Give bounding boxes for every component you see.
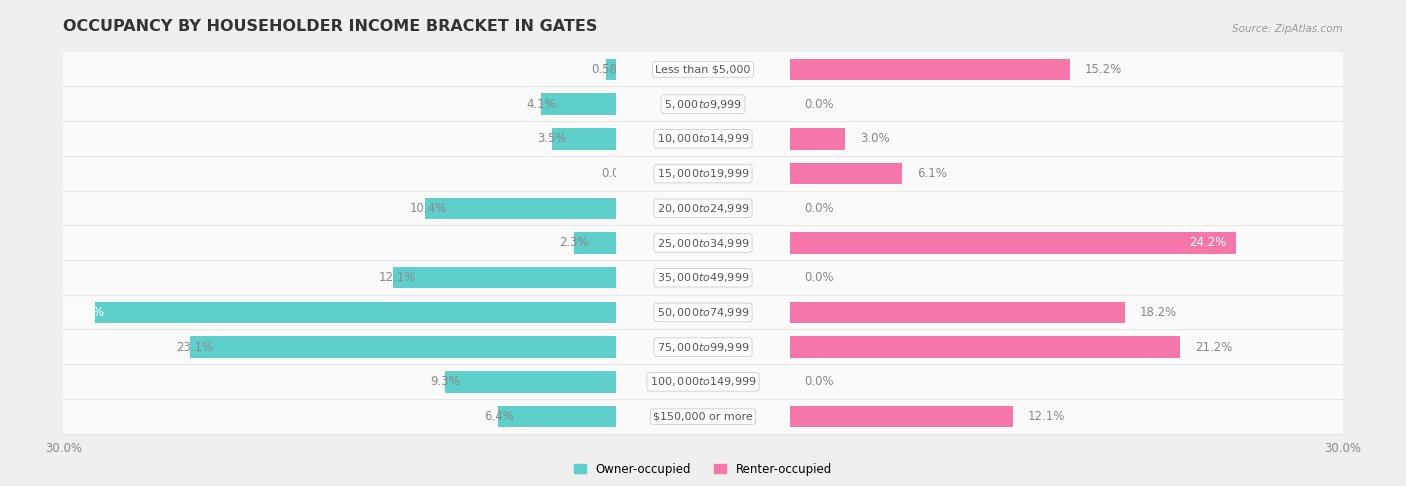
Text: 9.3%: 9.3% (430, 375, 460, 388)
Bar (498, 406, 616, 427)
Bar (790, 330, 1343, 364)
Text: 3.5%: 3.5% (537, 132, 567, 145)
Text: 6.4%: 6.4% (484, 410, 513, 423)
Text: 4.1%: 4.1% (526, 98, 555, 111)
Bar (790, 232, 1236, 254)
Text: 0.0%: 0.0% (804, 202, 834, 215)
Text: 0.58%: 0.58% (591, 63, 628, 76)
Bar (63, 87, 616, 121)
Text: 3.0%: 3.0% (859, 132, 890, 145)
Bar (63, 399, 616, 434)
Bar (616, 52, 790, 87)
Bar (63, 365, 616, 399)
Bar (616, 399, 790, 434)
Bar (790, 122, 1343, 156)
Text: 0.0%: 0.0% (804, 98, 834, 111)
Bar (616, 260, 790, 295)
Bar (616, 191, 790, 226)
Bar (63, 122, 616, 156)
Text: $75,000 to $99,999: $75,000 to $99,999 (657, 341, 749, 354)
Bar (790, 406, 1012, 427)
Text: 21.2%: 21.2% (1195, 341, 1233, 354)
Bar (616, 87, 790, 121)
Bar (790, 163, 903, 184)
Bar (63, 191, 616, 226)
Bar (616, 122, 790, 156)
Text: 12.1%: 12.1% (1028, 410, 1064, 423)
Text: 0.0%: 0.0% (602, 167, 631, 180)
Bar (63, 260, 616, 295)
Legend: Owner-occupied, Renter-occupied: Owner-occupied, Renter-occupied (574, 463, 832, 476)
Bar (63, 226, 616, 260)
Bar (790, 59, 1070, 80)
Text: $5,000 to $9,999: $5,000 to $9,999 (664, 98, 742, 111)
Text: 0.0%: 0.0% (804, 375, 834, 388)
Bar (541, 93, 616, 115)
Bar (551, 128, 616, 150)
Bar (63, 295, 616, 330)
Bar (606, 59, 616, 80)
Text: $10,000 to $14,999: $10,000 to $14,999 (657, 132, 749, 145)
Text: 15.2%: 15.2% (1084, 63, 1122, 76)
Text: 24.2%: 24.2% (1189, 237, 1226, 249)
Bar (616, 226, 790, 260)
Bar (790, 295, 1343, 330)
Bar (790, 191, 1343, 226)
Bar (190, 336, 616, 358)
Text: 12.1%: 12.1% (378, 271, 416, 284)
Bar (790, 87, 1343, 121)
Bar (790, 156, 1343, 191)
Text: $150,000 or more: $150,000 or more (654, 412, 752, 421)
Text: $15,000 to $19,999: $15,000 to $19,999 (657, 167, 749, 180)
Bar (616, 365, 790, 399)
Text: 23.1%: 23.1% (176, 341, 212, 354)
Bar (790, 128, 845, 150)
Text: 6.1%: 6.1% (917, 167, 946, 180)
Text: 18.2%: 18.2% (1140, 306, 1177, 319)
Text: Source: ZipAtlas.com: Source: ZipAtlas.com (1232, 24, 1343, 34)
Text: Less than $5,000: Less than $5,000 (655, 65, 751, 74)
Text: 10.4%: 10.4% (411, 202, 447, 215)
Text: $25,000 to $34,999: $25,000 to $34,999 (657, 237, 749, 249)
Bar (616, 330, 790, 364)
Text: OCCUPANCY BY HOUSEHOLDER INCOME BRACKET IN GATES: OCCUPANCY BY HOUSEHOLDER INCOME BRACKET … (63, 19, 598, 34)
Bar (790, 365, 1343, 399)
Bar (790, 226, 1343, 260)
Text: 2.3%: 2.3% (560, 237, 589, 249)
Bar (616, 156, 790, 191)
Bar (790, 52, 1343, 87)
Text: $100,000 to $149,999: $100,000 to $149,999 (650, 375, 756, 388)
Text: $35,000 to $49,999: $35,000 to $49,999 (657, 271, 749, 284)
Bar (425, 197, 616, 219)
Text: $50,000 to $74,999: $50,000 to $74,999 (657, 306, 749, 319)
Bar (444, 371, 616, 393)
Bar (574, 232, 616, 254)
Bar (63, 156, 616, 191)
Bar (790, 336, 1181, 358)
Bar (94, 302, 616, 323)
Text: $20,000 to $24,999: $20,000 to $24,999 (657, 202, 749, 215)
Bar (790, 260, 1343, 295)
Bar (63, 330, 616, 364)
Bar (63, 52, 616, 87)
Bar (790, 399, 1343, 434)
Bar (616, 295, 790, 330)
Bar (790, 302, 1125, 323)
Text: 28.3%: 28.3% (66, 306, 104, 319)
Text: 0.0%: 0.0% (804, 271, 834, 284)
Bar (394, 267, 616, 289)
